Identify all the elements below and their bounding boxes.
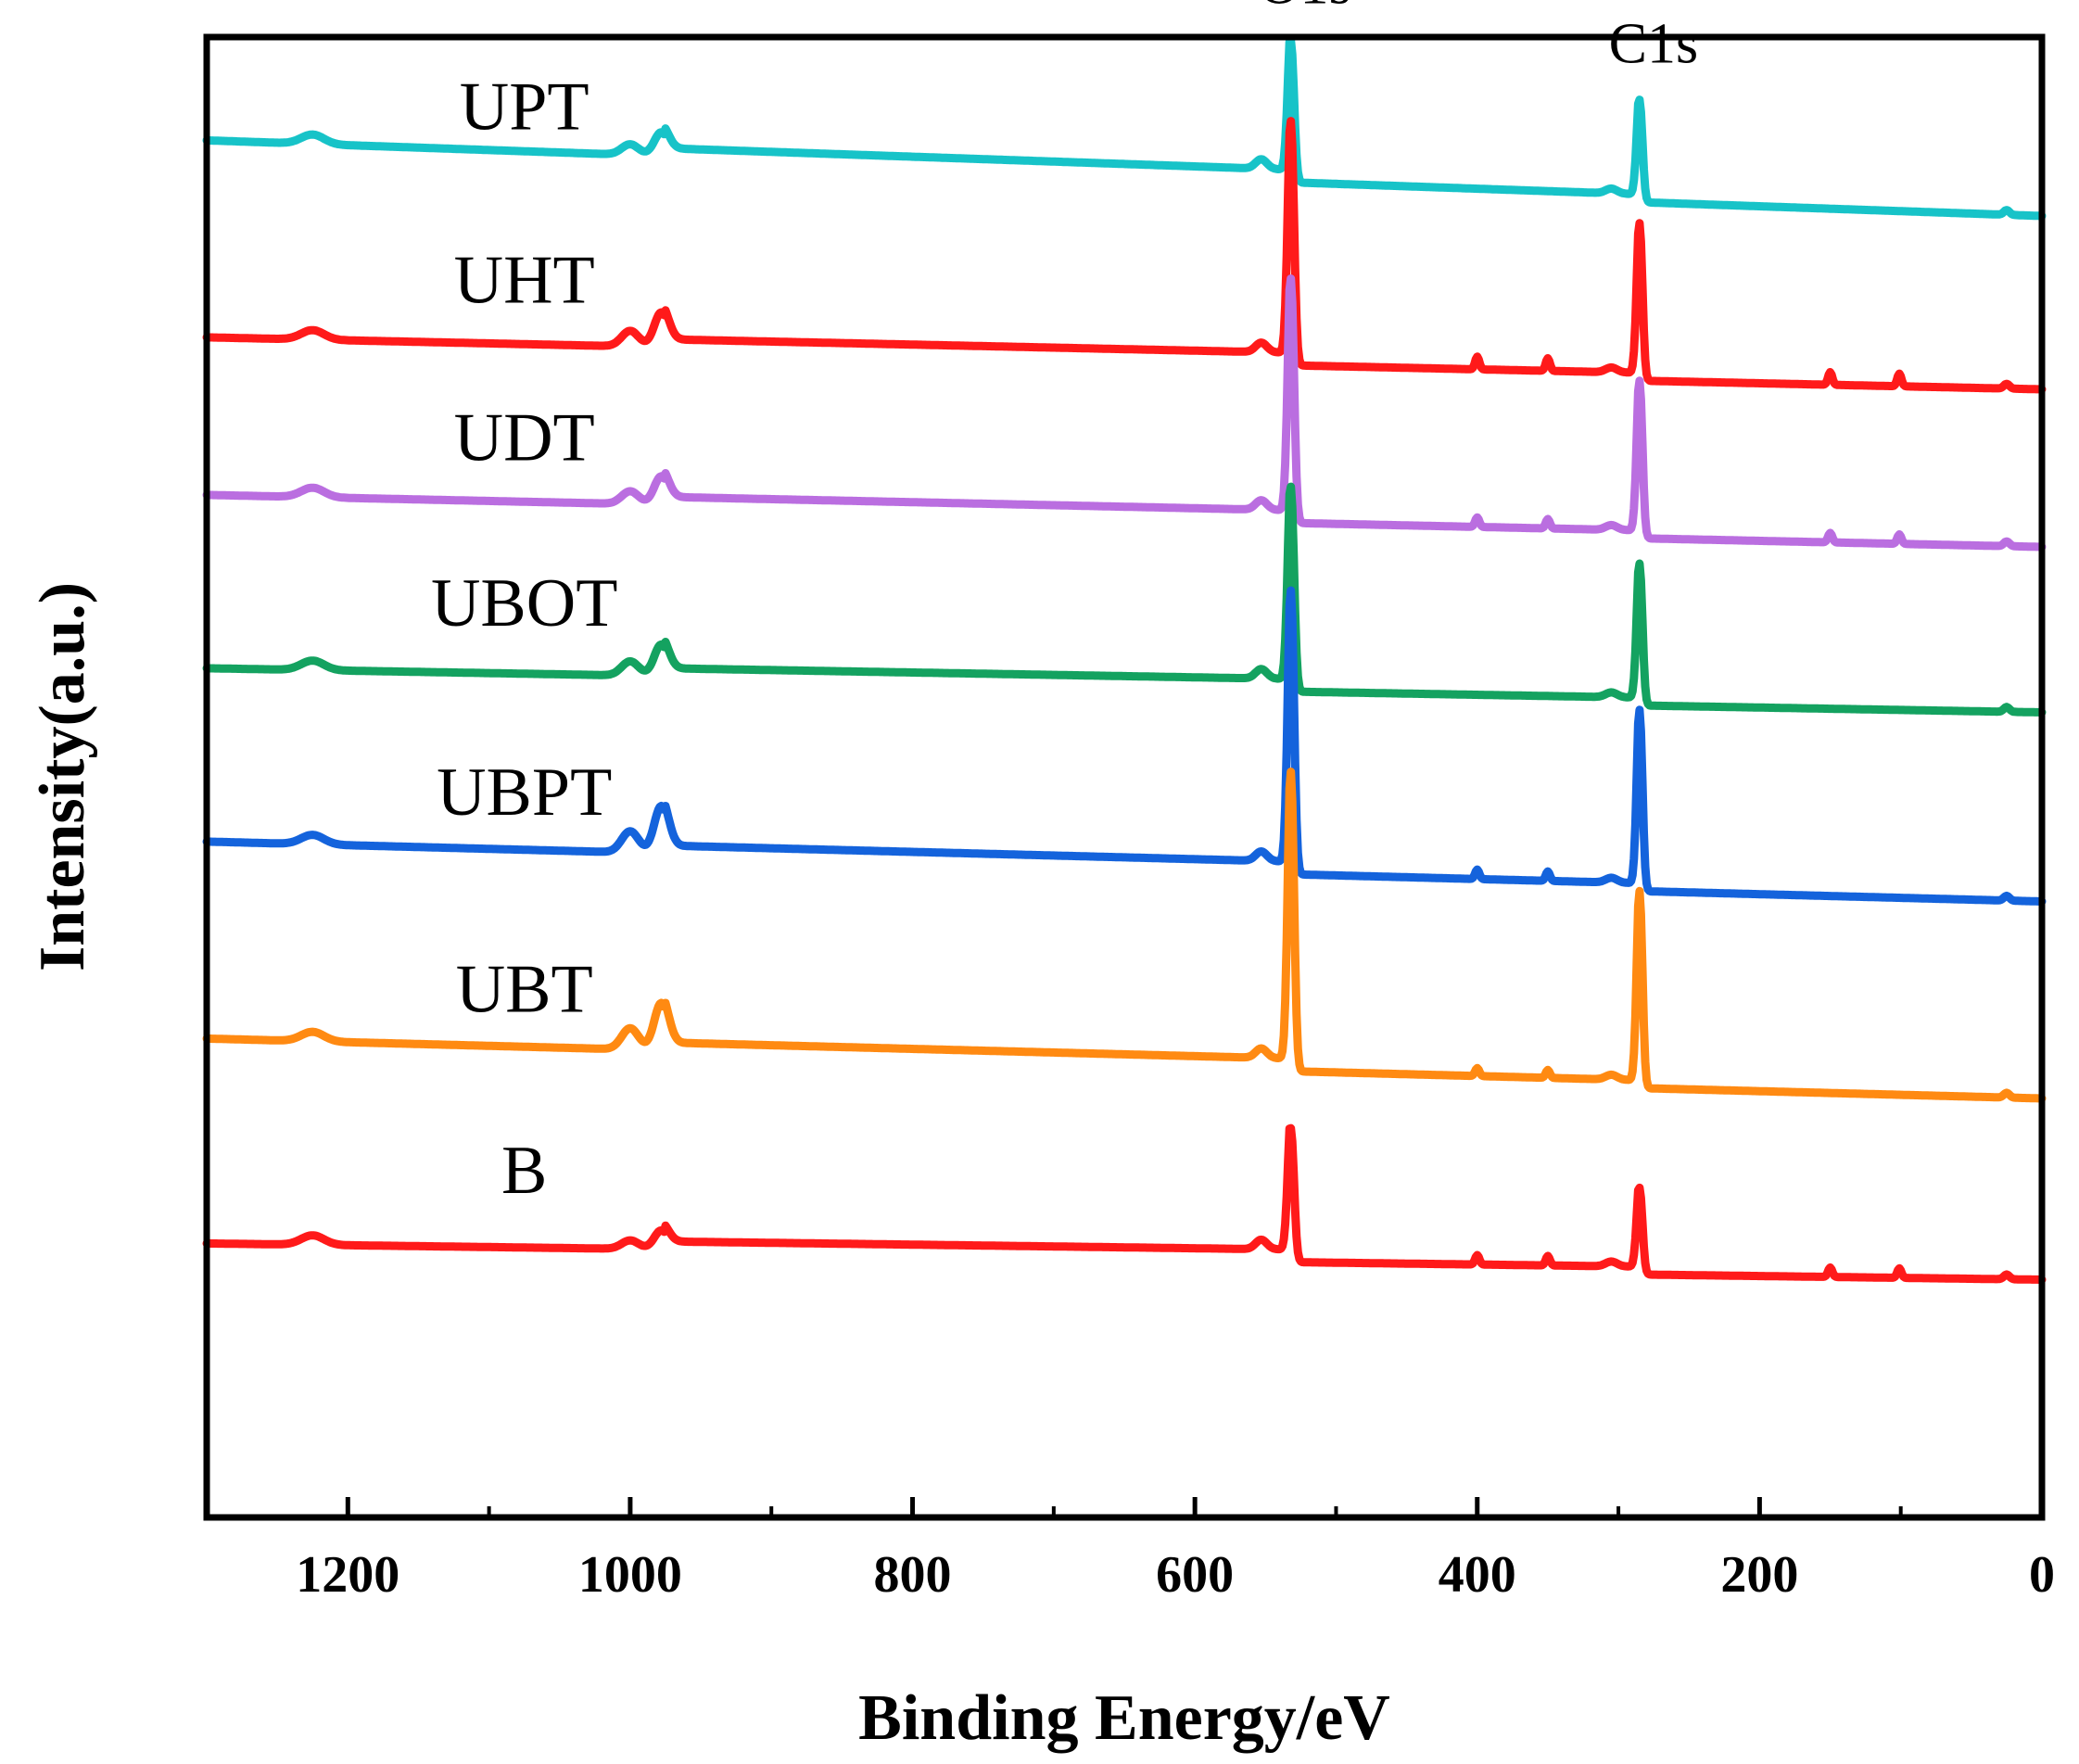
series-label-b: B [501, 1133, 547, 1209]
peak-label-c1s: C1s [1609, 13, 1698, 76]
y-axis-title: Intensity(a.u.) [27, 582, 98, 971]
series-line-ubot [202, 482, 2047, 717]
series-label-upt: UPT [460, 70, 589, 146]
series-line-udt [202, 274, 2047, 552]
plot-frame [203, 33, 2046, 1521]
series-label-ubpt: UBPT [437, 755, 612, 831]
series-line-ubt [202, 768, 2047, 1103]
x-tick-label: 800 [874, 1546, 952, 1604]
x-tick-label: 0 [2029, 1546, 2055, 1604]
series-label-ubt: UBT [456, 952, 593, 1028]
series-line-b [202, 1123, 2047, 1284]
x-axis-ticks: 1200 1000 800 600 400 200 0 [205, 1497, 2055, 1604]
series-label-ubot: UBOT [431, 565, 617, 641]
x-axis-title: Binding Energy/eV [858, 1682, 1390, 1754]
peak-label-o1s: O1s [1259, 0, 1351, 17]
series-label-uht: UHT [454, 243, 595, 319]
series-line-ubpt [202, 586, 2047, 906]
series-line-uht [202, 117, 2047, 394]
x-tick-label: 200 [1720, 1546, 1798, 1604]
series-line-upt [202, 36, 2047, 221]
x-tick-label: 400 [1439, 1546, 1516, 1604]
x-tick-label: 600 [1156, 1546, 1234, 1604]
series-layer [202, 36, 2047, 1284]
labels-layer: UPT UHT UDT UBOT UBPT UBT B O1s C1s [431, 0, 1698, 1209]
x-tick-label: 1200 [296, 1546, 399, 1604]
series-label-udt: UDT [454, 400, 595, 476]
x-tick-label: 1000 [578, 1546, 682, 1604]
